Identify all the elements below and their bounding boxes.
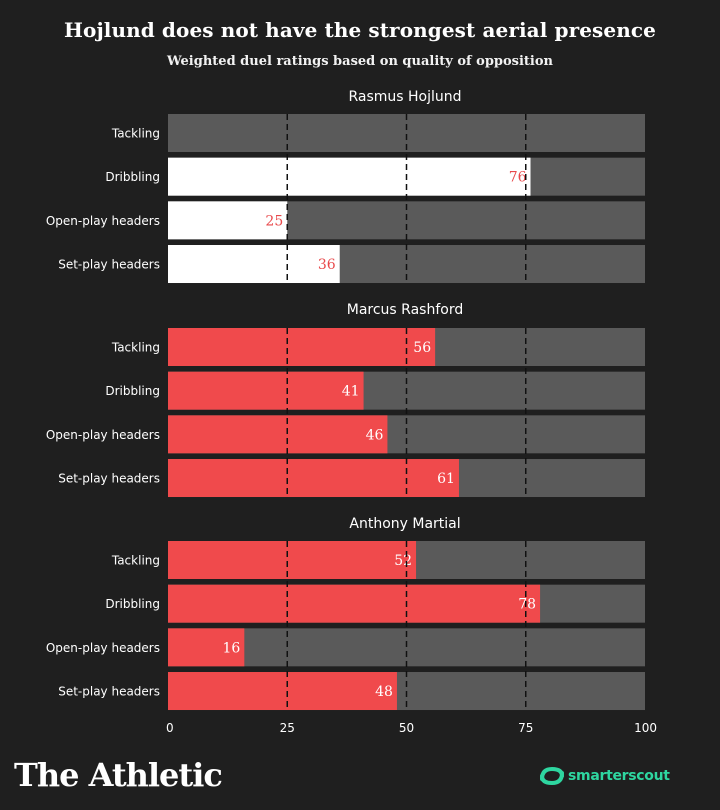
data-label: 46 — [366, 427, 384, 443]
bar — [168, 415, 388, 454]
smarterscout-brand: smarterscout — [538, 764, 670, 788]
category-label: Open-play headers — [46, 428, 160, 442]
data-label: 25 — [265, 213, 283, 229]
bar — [168, 459, 459, 498]
category-label: Dribbling — [105, 170, 160, 184]
x-tick-label: 25 — [280, 721, 295, 735]
category-label: Set-play headers — [58, 258, 160, 272]
category-label: Open-play headers — [46, 214, 160, 228]
data-label: 36 — [318, 257, 336, 273]
category-label: Tackling — [111, 127, 160, 141]
category-label: Open-play headers — [46, 641, 160, 655]
data-label: 52 — [394, 553, 412, 569]
bar — [168, 157, 531, 196]
bar — [168, 201, 288, 240]
chart-title: Hojlund does not have the strongest aeri… — [64, 18, 656, 42]
bar — [168, 584, 541, 623]
the-athletic-logo: The Athletic — [14, 756, 223, 794]
chart-subtitle: Weighted duel ratings based on quality o… — [167, 54, 553, 69]
smarterscout-logo-icon — [540, 766, 564, 786]
panel-title: Anthony Martial — [349, 516, 460, 532]
x-tick-label: 50 — [399, 721, 414, 735]
data-label: 41 — [342, 384, 360, 400]
category-label: Tackling — [111, 554, 160, 568]
data-label: 56 — [413, 340, 431, 356]
category-label: Set-play headers — [58, 472, 160, 486]
category-label: Set-play headers — [58, 685, 160, 699]
category-label: Dribbling — [105, 384, 160, 398]
panel-title: Marcus Rashford — [347, 302, 463, 318]
data-label: 76 — [509, 170, 527, 186]
data-label: 78 — [518, 597, 536, 613]
panel-title: Rasmus Hojlund — [348, 89, 461, 105]
bar — [168, 371, 364, 410]
data-label: 61 — [437, 471, 455, 487]
x-tick-label: 0 — [166, 721, 174, 735]
bar — [168, 245, 340, 284]
bar — [168, 328, 436, 366]
bar — [168, 672, 397, 711]
data-label: 48 — [375, 684, 393, 700]
smarterscout-wordmark: smarterscout — [568, 768, 670, 784]
category-label: Tackling — [111, 341, 160, 355]
x-tick-label: 100 — [634, 721, 657, 735]
bar — [168, 628, 245, 667]
category-label: Dribbling — [105, 597, 160, 611]
data-label: 16 — [222, 640, 240, 656]
x-tick-label: 75 — [518, 721, 533, 735]
bar — [168, 541, 417, 579]
